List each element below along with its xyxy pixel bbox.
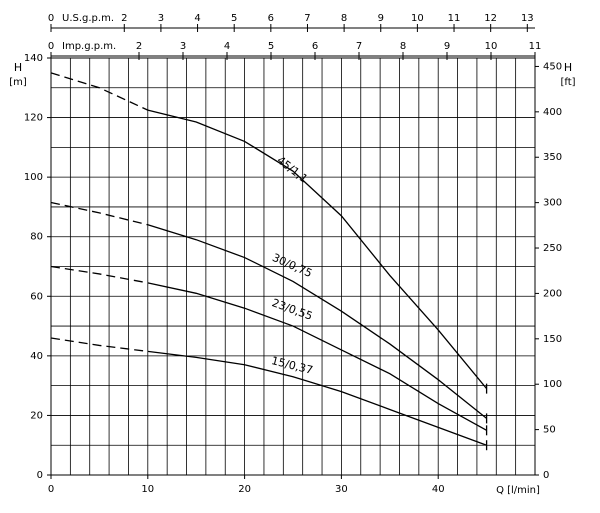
curve-label: 30/0,75	[270, 251, 314, 280]
y-tick-label: 20	[30, 410, 43, 421]
x-tick-label: 20	[238, 484, 251, 495]
y2-tick-label: 350	[543, 152, 562, 163]
x-tick-label: 10	[141, 484, 154, 495]
curve-extrapolated	[50, 72, 149, 111]
y2-tick-label: 250	[543, 243, 562, 254]
x-axis-label: Q [l/min]	[496, 485, 540, 496]
x2-tick-label: 3	[158, 13, 164, 24]
curve	[147, 224, 488, 419]
curve-label: 15/0,37	[270, 354, 314, 377]
x-tick-label: 40	[432, 484, 445, 495]
x2-tick-label: 8	[341, 13, 347, 24]
x2-tick-label: 4	[194, 13, 200, 24]
y2-axis-label: H	[564, 61, 572, 74]
y-axis-unit: [m]	[9, 77, 27, 88]
x2-tick-label: 5	[231, 13, 237, 24]
y2-tick-label: 200	[543, 288, 562, 299]
x3-tick-label: 8	[400, 41, 406, 52]
y-tick-label: 120	[24, 113, 43, 124]
x2-tick-label: 10	[411, 13, 424, 24]
x3-tick-label: 11	[529, 41, 542, 52]
x2-tick-label: 9	[378, 13, 384, 24]
curve	[147, 109, 488, 390]
curve-extrapolated	[50, 265, 148, 284]
y2-tick-label: 400	[543, 107, 562, 118]
x3-axis-label: Imp.g.p.m.	[62, 41, 116, 52]
y2-tick-label: 0	[543, 470, 549, 481]
y-axis-label: H	[14, 61, 22, 74]
y-tick-label: 100	[24, 172, 43, 183]
x2-tick-label: 13	[521, 13, 534, 24]
x3-tick-label: 2	[136, 41, 142, 52]
x2-tick-label: 7	[304, 13, 310, 24]
y2-tick-label: 150	[543, 334, 562, 345]
x3-tick-label: 6	[312, 41, 318, 52]
x2-tick-label: 11	[448, 13, 461, 24]
y2-axis-unit: [ft]	[560, 77, 575, 88]
curve-label: 23/0,55	[270, 296, 314, 323]
x2-axis-label: U.S.g.p.m.	[62, 13, 114, 24]
y2-tick-label: 100	[543, 379, 562, 390]
x2-tick-label: 0	[48, 13, 54, 24]
y2-tick-label: 450	[543, 61, 562, 72]
y-tick-label: 80	[30, 232, 43, 243]
y-tick-label: 40	[30, 351, 43, 362]
x3-tick-label: 9	[444, 41, 450, 52]
y-tick-label: 60	[30, 291, 43, 302]
curve-label: 45/1,1	[274, 154, 310, 186]
x3-tick-label: 4	[224, 41, 230, 52]
x-tick-label: 0	[48, 484, 54, 495]
x3-tick-label: 7	[356, 41, 362, 52]
y2-tick-label: 50	[543, 425, 556, 436]
curve-extrapolated	[50, 337, 148, 353]
x2-tick-label: 6	[268, 13, 274, 24]
x3-tick-label: 3	[180, 41, 186, 52]
curve	[147, 282, 487, 431]
x3-tick-label: 0	[48, 41, 54, 52]
y-tick-label: 0	[37, 470, 43, 481]
x2-tick-label: 12	[484, 13, 497, 24]
x3-tick-label: 5	[268, 41, 274, 52]
x3-tick-label: 10	[485, 41, 498, 52]
curve-extrapolated	[50, 201, 148, 226]
y-tick-label: 140	[24, 53, 43, 64]
x2-tick-label: 2	[121, 13, 127, 24]
curve	[147, 350, 487, 446]
y2-tick-label: 300	[543, 198, 562, 209]
x-tick-label: 30	[335, 484, 348, 495]
